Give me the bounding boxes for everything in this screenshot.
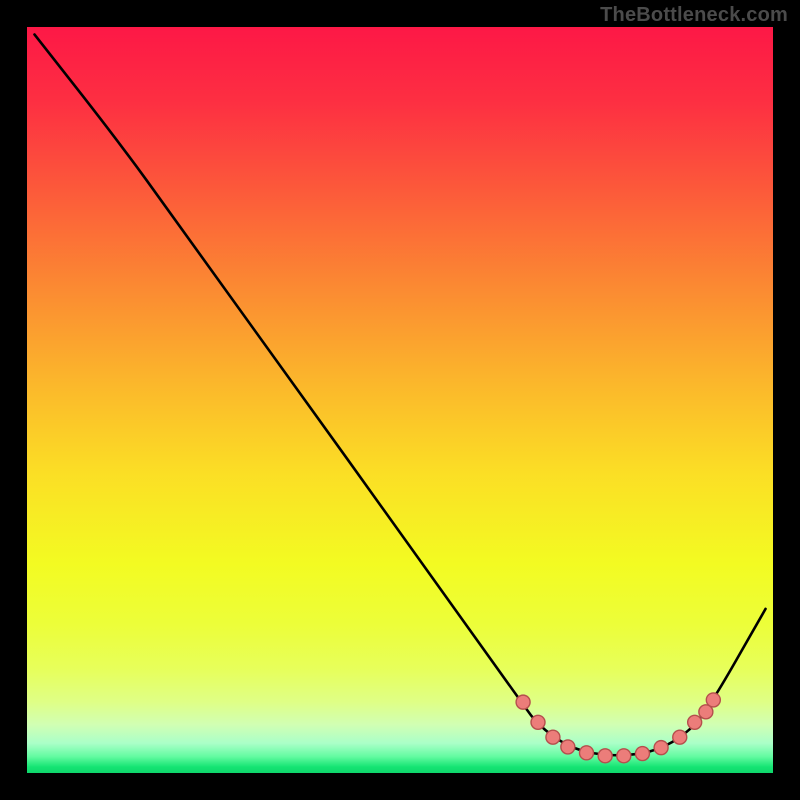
curve-marker bbox=[688, 715, 702, 729]
curve-marker bbox=[546, 730, 560, 744]
curve-marker bbox=[654, 741, 668, 755]
curve-marker bbox=[598, 749, 612, 763]
plot-background bbox=[27, 27, 773, 773]
curve-marker bbox=[561, 740, 575, 754]
curve-marker bbox=[531, 715, 545, 729]
gradient-line-chart bbox=[0, 0, 800, 800]
chart-container: TheBottleneck.com bbox=[0, 0, 800, 800]
curve-marker bbox=[516, 695, 530, 709]
curve-marker bbox=[706, 693, 720, 707]
curve-marker bbox=[635, 747, 649, 761]
curve-marker bbox=[617, 749, 631, 763]
attribution-text: TheBottleneck.com bbox=[600, 4, 788, 27]
curve-marker bbox=[673, 730, 687, 744]
curve-marker bbox=[580, 746, 594, 760]
